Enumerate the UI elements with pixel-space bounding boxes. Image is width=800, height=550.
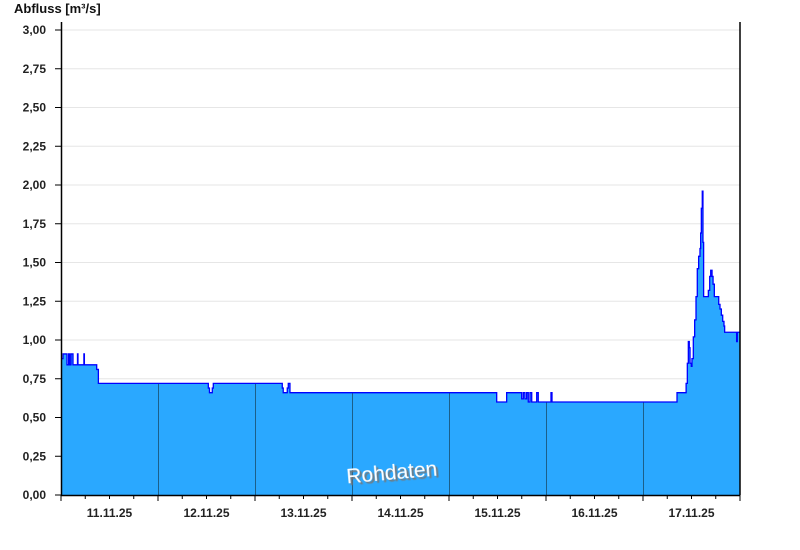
y-tick-label: 2,50 — [23, 101, 47, 115]
y-tick-label: 0,75 — [23, 372, 47, 386]
x-tick-label: 12.11.25 — [183, 506, 229, 520]
series-line — [61, 190, 740, 403]
y-tick-label: 0,25 — [23, 449, 47, 463]
y-tick-label: 1,75 — [23, 217, 47, 231]
y-tick-label: 2,75 — [23, 62, 47, 76]
y-tick-label: 1,25 — [23, 294, 47, 308]
x-tick-label: 13.11.25 — [280, 506, 326, 520]
area-fill — [61, 191, 740, 495]
x-tick-label: 17.11.25 — [668, 506, 714, 520]
y-tick-label: 2,25 — [23, 139, 47, 153]
y-tick-label: 3,00 — [23, 23, 47, 37]
chart-title: Abfluss [m³/s] — [14, 1, 101, 16]
x-tick-label: 11.11.25 — [87, 506, 133, 520]
axes: 0,00 0,25 0,50 0,75 1,00 1,25 1,50 1,75 2,00 2,25… — [23, 22, 741, 520]
x-tick-label: 16.11.25 — [571, 506, 617, 520]
y-tick-label: 0,00 — [23, 488, 47, 502]
y-tick-label: 2,00 — [23, 178, 47, 192]
y-tick-label: 0,50 — [23, 411, 47, 425]
y-tick-label: 1,50 — [23, 256, 47, 270]
x-tick-label: 14.11.25 — [377, 506, 423, 520]
x-tick-label: 15.11.25 — [474, 506, 520, 520]
y-tick-label: 1,00 — [23, 333, 47, 347]
